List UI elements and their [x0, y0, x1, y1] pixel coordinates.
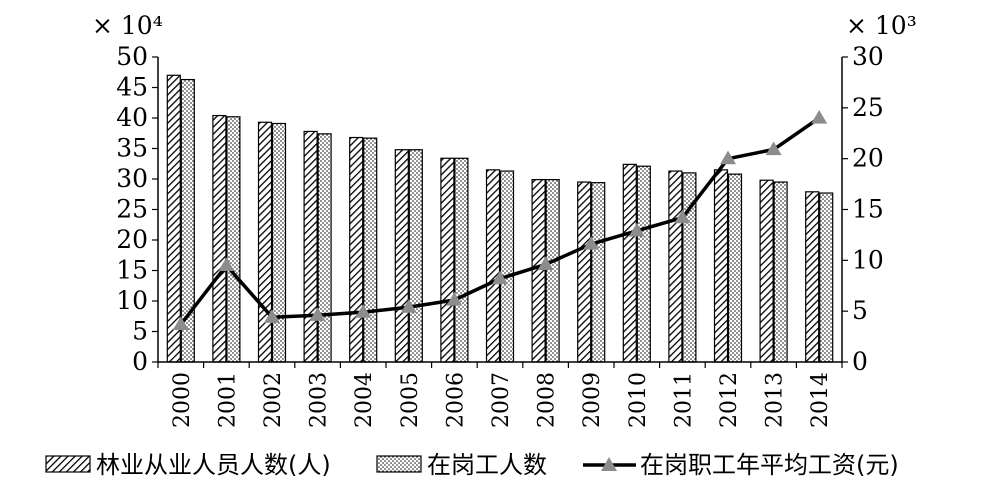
point-average-wage-2005	[400, 299, 417, 313]
right-tick-label: 0	[852, 347, 868, 376]
left-axis-unit: × 10⁴	[92, 11, 163, 40]
bar-forestry-workers-2006	[440, 157, 455, 363]
left-tick-label: 25	[116, 195, 148, 224]
point-average-wage-2008	[537, 256, 554, 270]
point-average-wage-2007	[492, 270, 508, 285]
bar-forestry-workers-2000	[166, 74, 181, 363]
right-tick-label: 25	[852, 93, 884, 122]
left-tick-label: 50	[116, 42, 148, 71]
bar-forestry-workers-2004	[349, 136, 364, 363]
left-tick-label: 15	[116, 256, 148, 285]
x-tick-label-2008: 2008	[535, 372, 560, 428]
point-average-wage-2006	[446, 291, 463, 306]
legend-swatch-on-duty-workers	[376, 455, 422, 473]
bar-on-duty-workers-2001	[226, 116, 241, 363]
point-average-wage-2009	[583, 236, 600, 250]
point-average-wage-2013	[765, 141, 782, 156]
x-tick-label-2006: 2006	[443, 372, 468, 428]
left-tick-label: 35	[116, 134, 148, 163]
left-tick-label: 0	[132, 347, 148, 376]
left-tick-label: 5	[132, 317, 148, 346]
point-average-wage-2004	[355, 304, 372, 318]
left-unit-label: × 10⁴	[92, 11, 163, 40]
x-tick-label-2002: 2002	[261, 372, 286, 428]
bar-on-duty-workers-2009	[591, 182, 606, 363]
right-tick-label: 15	[852, 195, 884, 224]
legend-label-on-duty-workers: 在岗工人数	[427, 451, 547, 479]
left-tick-label: 45	[116, 73, 148, 102]
bar-on-duty-workers-2005	[408, 149, 423, 363]
left-tick-label: 30	[116, 164, 148, 193]
bar-forestry-workers-2013	[759, 179, 774, 363]
point-average-wage-2011	[674, 209, 691, 224]
bar-forestry-workers-2014	[805, 191, 820, 363]
bar-forestry-workers-2007	[485, 169, 501, 363]
point-average-wage-2001	[218, 257, 235, 272]
point-average-wage-2003	[309, 307, 326, 321]
right-tick-label: 20	[852, 144, 884, 173]
bar-on-duty-workers-2003	[317, 133, 332, 363]
bar-on-duty-workers-2013	[773, 181, 788, 363]
legend-label-forestry-workers: 林业从业人员人数(人)	[96, 451, 331, 479]
x-tick-label-2014: 2014	[808, 372, 833, 428]
x-tick-label-2005: 2005	[398, 372, 423, 428]
right-tick-label: 30	[852, 42, 884, 71]
bar-forestry-workers-2001	[212, 114, 227, 363]
legend-label-average-wage: 在岗职工年平均工资(元)	[640, 451, 899, 479]
right-unit-label: × 10³	[846, 11, 917, 40]
bar-forestry-workers-2002	[257, 121, 273, 363]
legend-swatch-forestry-workers	[45, 455, 91, 473]
x-tick-label-2010: 2010	[626, 372, 651, 428]
x-tick-label-2009: 2009	[580, 372, 605, 428]
left-tick-label: 10	[116, 286, 148, 315]
legend: 林业从业人员人数(人) 在岗工人数 在岗职工年平均工资(元)	[45, 451, 899, 479]
legend-swatch-marker-average-wage	[601, 457, 617, 471]
bar-on-duty-workers-2002	[271, 122, 287, 363]
bar-on-duty-workers-2014	[819, 192, 834, 363]
x-tick-label-2013: 2013	[763, 372, 788, 428]
bar-forestry-workers-2010	[622, 163, 637, 363]
x-tick-label-2000: 2000	[170, 372, 195, 428]
bar-forestry-workers-2009	[577, 181, 592, 363]
left-tick-label: 20	[116, 225, 148, 254]
x-tick-label-2001: 2001	[215, 372, 240, 428]
point-average-wage-2010	[628, 222, 645, 237]
x-tick-label-2007: 2007	[489, 372, 514, 428]
bar-forestry-workers-2005	[394, 149, 409, 363]
bar-on-duty-workers-2007	[499, 170, 515, 363]
x-tick-label-2011: 2011	[671, 372, 696, 428]
right-axis-unit: × 10³	[846, 11, 917, 40]
bar-forestry-workers-2011	[668, 170, 683, 363]
bar-on-duty-workers-2010	[636, 165, 651, 363]
point-average-wage-2014	[811, 110, 828, 124]
bar-forestry-workers-2003	[303, 130, 318, 363]
bar-on-duty-workers-2012	[727, 173, 743, 363]
left-tick-label: 40	[116, 103, 148, 132]
x-tick-label-2012: 2012	[717, 372, 742, 428]
bar-on-duty-workers-2008	[545, 179, 560, 363]
x-tick-label-2003: 2003	[307, 372, 332, 428]
right-tick-label: 10	[852, 245, 884, 274]
point-average-wage-2000	[172, 316, 189, 330]
bar-forestry-workers-2012	[713, 169, 729, 363]
x-tick-label-2004: 2004	[352, 372, 377, 428]
bar-on-duty-workers-2004	[363, 137, 378, 363]
point-average-wage-2012	[720, 150, 736, 165]
bar-on-duty-workers-2006	[454, 157, 469, 363]
right-tick-label: 5	[852, 296, 868, 325]
bar-forestry-workers-2008	[531, 179, 546, 363]
point-average-wage-2002	[264, 309, 280, 323]
